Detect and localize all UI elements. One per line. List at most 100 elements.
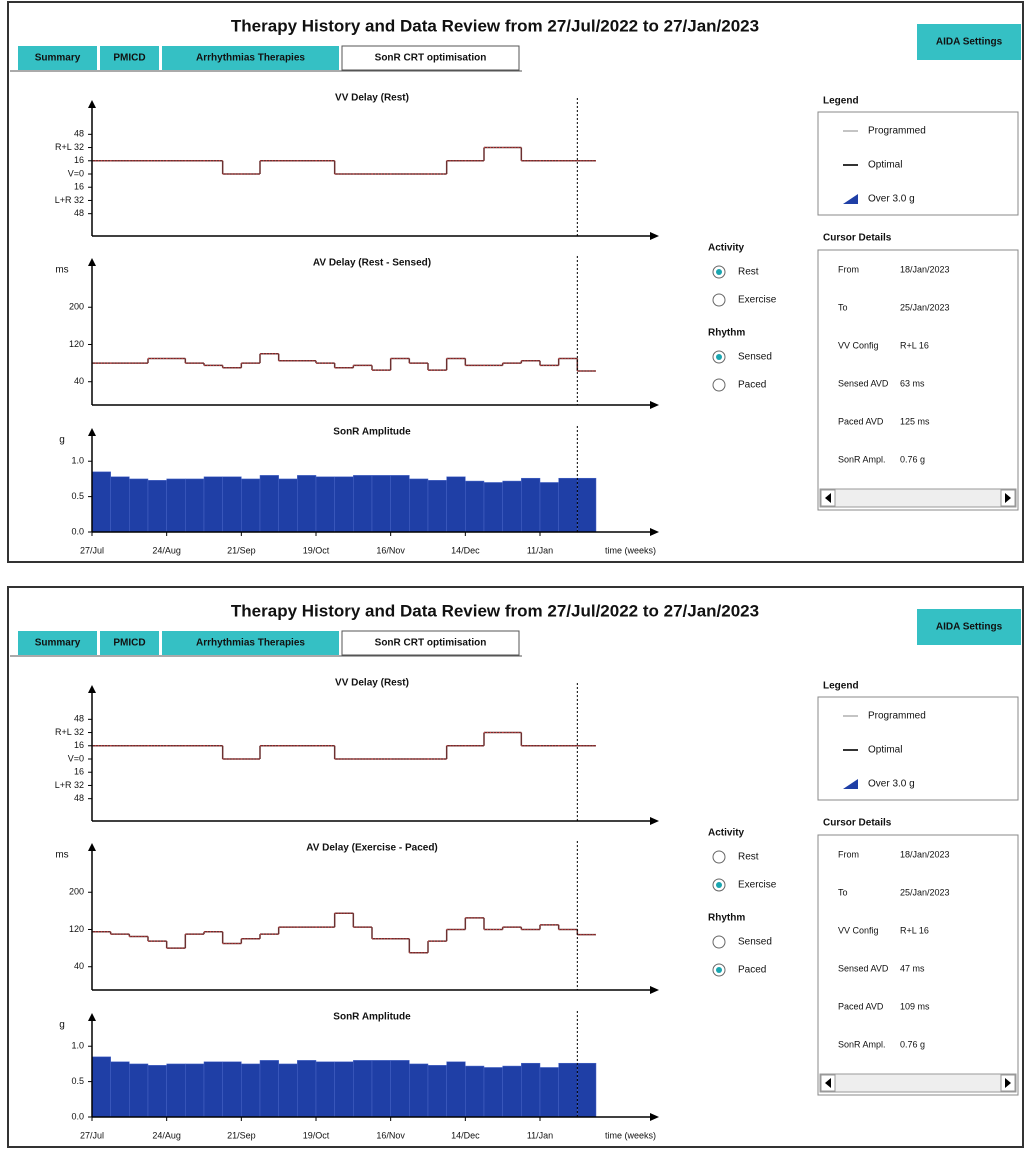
detail-value: 18/Jan/2023 bbox=[900, 264, 950, 274]
tab[interactable] bbox=[162, 46, 339, 70]
tab[interactable] bbox=[18, 46, 97, 70]
x-tick-label: 16/Nov bbox=[376, 545, 405, 555]
x-tick-label: 21/Sep bbox=[227, 1130, 256, 1140]
y-tick-label: 16 bbox=[74, 767, 84, 777]
bar bbox=[483, 1067, 503, 1118]
detail-label: SonR Ampl. bbox=[838, 454, 886, 464]
chart-title: SonR Amplitude bbox=[333, 427, 411, 438]
y-tick-label: 40 bbox=[74, 376, 84, 386]
bar bbox=[166, 1063, 186, 1118]
y-axis-arrow bbox=[88, 1013, 96, 1021]
cursor-details-box bbox=[817, 249, 1019, 511]
detail-label: VV Config bbox=[838, 925, 879, 935]
bar bbox=[334, 476, 354, 533]
radio-button[interactable] bbox=[712, 293, 726, 307]
detail-value: 0.76 g bbox=[900, 454, 925, 464]
radio-label[interactable]: Paced bbox=[738, 965, 766, 976]
bar bbox=[577, 477, 597, 533]
tab[interactable] bbox=[100, 631, 159, 655]
x-axis-arrow bbox=[650, 817, 659, 825]
tab[interactable] bbox=[341, 45, 520, 71]
scrollbar[interactable] bbox=[819, 1073, 1017, 1093]
y-tick-label: 48 bbox=[74, 714, 84, 724]
y-tick-label: 0.5 bbox=[71, 1076, 84, 1086]
x-tick-label: 11/Jan bbox=[527, 1130, 553, 1140]
x-tick-label: 19/Oct bbox=[303, 545, 330, 555]
bar bbox=[577, 1062, 597, 1118]
radio-label[interactable]: Paced bbox=[738, 380, 766, 391]
bar bbox=[185, 1063, 205, 1118]
settings-button[interactable] bbox=[917, 24, 1021, 60]
radio-label[interactable]: Sensed bbox=[738, 352, 772, 363]
tab-label[interactable]: SonR CRT optimisation bbox=[375, 638, 487, 649]
tab-label[interactable]: PMICD bbox=[113, 53, 145, 64]
radio-label[interactable]: Exercise bbox=[738, 880, 777, 891]
radio-dot bbox=[716, 354, 722, 360]
y-tick-label: 48 bbox=[74, 208, 84, 218]
bar bbox=[371, 475, 391, 533]
y-axis-arrow bbox=[88, 100, 96, 108]
bar bbox=[315, 1061, 335, 1118]
bar bbox=[465, 1065, 485, 1118]
bar bbox=[129, 1063, 149, 1118]
detail-value: 63 ms bbox=[900, 378, 925, 388]
panel: Therapy History and Data Review from 27/… bbox=[7, 586, 1024, 1148]
detail-label: SonR Ampl. bbox=[838, 1039, 886, 1049]
bar bbox=[446, 476, 466, 533]
bar bbox=[427, 1065, 447, 1118]
bar bbox=[278, 478, 298, 533]
radio-label[interactable]: Exercise bbox=[738, 295, 777, 306]
tab-label[interactable]: Summary bbox=[35, 53, 81, 64]
radio-button[interactable] bbox=[712, 378, 726, 392]
bar bbox=[521, 1062, 541, 1118]
tab-label[interactable]: PMICD bbox=[113, 638, 145, 649]
y-tick-label: 48 bbox=[74, 793, 84, 803]
tab[interactable] bbox=[162, 631, 339, 655]
scroll-right-arrow bbox=[1005, 1078, 1011, 1088]
tab[interactable] bbox=[100, 46, 159, 70]
tab-label[interactable]: Arrhythmias Therapies bbox=[196, 638, 305, 649]
legend-label: Optimal bbox=[868, 160, 902, 171]
scrollbar[interactable] bbox=[819, 488, 1017, 508]
detail-value: 109 ms bbox=[900, 1001, 930, 1011]
chart-title: SonR Amplitude bbox=[333, 1012, 411, 1023]
radio-label[interactable]: Sensed bbox=[738, 937, 772, 948]
tab-label[interactable]: Arrhythmias Therapies bbox=[196, 53, 305, 64]
radio-group-label: Activity bbox=[708, 243, 745, 254]
radio-group-label: Rhythm bbox=[708, 913, 745, 924]
bar bbox=[91, 471, 111, 533]
tab-label[interactable]: SonR CRT optimisation bbox=[375, 53, 487, 64]
detail-label: Sensed AVD bbox=[838, 963, 889, 973]
tab[interactable] bbox=[18, 631, 97, 655]
y-tick-label: 1.0 bbox=[71, 456, 84, 466]
bar bbox=[315, 476, 335, 533]
detail-value: 47 ms bbox=[900, 963, 925, 973]
y-tick-label: 120 bbox=[69, 924, 84, 934]
y-axis-arrow bbox=[88, 685, 96, 693]
cursor-details-title: Cursor Details bbox=[823, 233, 892, 244]
cursor-details-box bbox=[817, 834, 1019, 1096]
y-tick-label: 16 bbox=[74, 155, 84, 165]
chart-title: VV Delay (Rest) bbox=[335, 93, 409, 104]
radio-label[interactable]: Rest bbox=[738, 852, 759, 863]
tab-label[interactable]: Summary bbox=[35, 638, 81, 649]
settings-button-label[interactable]: AIDA Settings bbox=[936, 622, 1003, 633]
settings-button-label[interactable]: AIDA Settings bbox=[936, 37, 1003, 48]
tab[interactable] bbox=[341, 630, 520, 656]
y-tick-label: R+L 32 bbox=[55, 142, 84, 152]
x-tick-label: 27/Jul bbox=[80, 545, 104, 555]
bar bbox=[409, 1063, 429, 1118]
radio-button[interactable] bbox=[712, 935, 726, 949]
detail-label: Paced AVD bbox=[838, 1001, 884, 1011]
radio-dot bbox=[716, 269, 722, 275]
settings-button[interactable] bbox=[917, 609, 1021, 645]
radio-label[interactable]: Rest bbox=[738, 267, 759, 278]
scroll-left-arrow bbox=[825, 493, 831, 503]
y-tick-label: 48 bbox=[74, 129, 84, 139]
y-unit: g bbox=[59, 1020, 65, 1031]
bar bbox=[259, 475, 279, 533]
detail-value: 25/Jan/2023 bbox=[900, 302, 950, 312]
radio-button[interactable] bbox=[712, 850, 726, 864]
legend-swatch bbox=[843, 194, 858, 204]
bar bbox=[259, 1060, 279, 1118]
